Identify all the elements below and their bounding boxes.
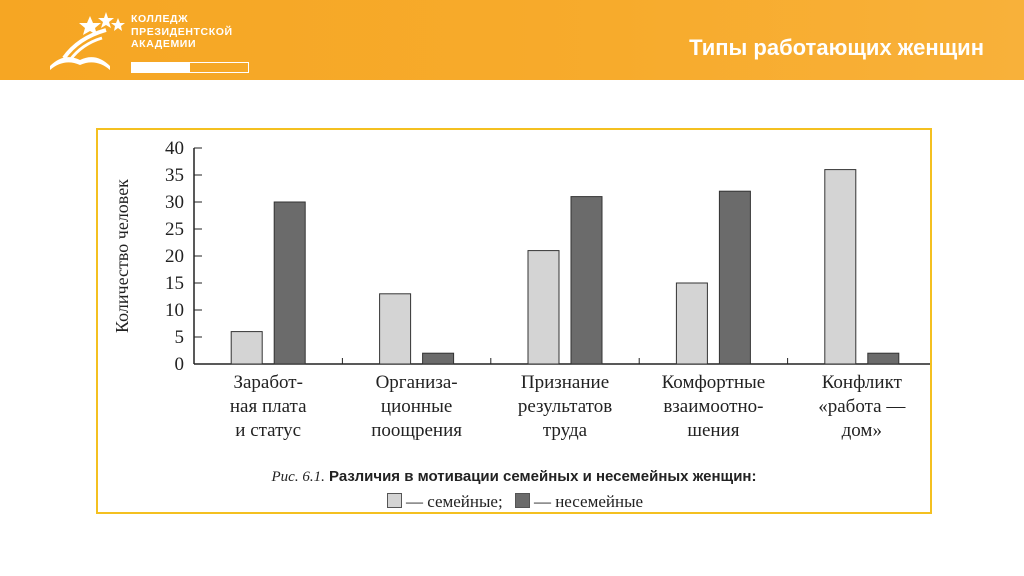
- x-category-label: поощрения: [371, 420, 462, 441]
- y-axis-label: Количество человек: [112, 179, 132, 333]
- x-category-label: результатов: [518, 396, 612, 417]
- logo-text: КОЛЛЕДЖ ПРЕЗИДЕНТСКОЙ АКАДЕМИИ: [131, 13, 233, 51]
- x-category-label: взаимоотно-: [663, 396, 763, 417]
- x-category-label: дом»: [842, 420, 882, 441]
- legend-label-family: — семейные;: [405, 492, 503, 511]
- caption-text: Различия в мотивации семейных и несемейн…: [329, 468, 757, 485]
- x-category-label: «работа —: [818, 396, 906, 417]
- y-tick-label: 35: [165, 165, 184, 186]
- bar-family: [230, 331, 263, 365]
- y-tick-label: 30: [165, 192, 184, 213]
- y-tick-label: 15: [165, 273, 184, 294]
- x-category-label: ционные: [381, 396, 452, 417]
- y-tick-label: 40: [165, 138, 184, 159]
- bar-chart: 0 5 10 15 20 25 30 35 40 Количество человек Зарабо…: [112, 138, 930, 441]
- slide-title: Типы работающих женщин: [689, 35, 984, 60]
- logo-bar: [131, 62, 249, 73]
- y-tick-label: 10: [165, 300, 184, 321]
- x-category-label: труда: [543, 420, 588, 441]
- bar-nonfamily: [718, 190, 751, 365]
- logo-line: ПРЕЗИДЕНТСКОЙ: [131, 25, 233, 38]
- x-category-label: Заработ-: [233, 372, 302, 393]
- bar-nonfamily: [422, 352, 455, 365]
- bar-family: [379, 293, 412, 365]
- caption-prefix: Рис. 6.1.: [271, 469, 325, 485]
- bar-family: [824, 169, 857, 365]
- figure-caption: Рис. 6.1. Различия в мотивации семейных …: [98, 468, 930, 486]
- y-tick-label: 5: [175, 327, 185, 348]
- x-category-label: Организа-: [376, 372, 458, 393]
- y-tick-label: 20: [165, 246, 184, 267]
- x-category-label: Признание: [521, 372, 609, 393]
- logo-line: КОЛЛЕДЖ: [131, 13, 189, 25]
- college-logo-icon: [50, 12, 125, 70]
- logo-bar-left: [132, 63, 190, 72]
- logo-line: АКАДЕМИИ: [131, 38, 197, 50]
- bar-nonfamily: [273, 201, 306, 365]
- figure-frame: 0 5 10 15 20 25 30 35 40 Количество человек Зарабо…: [96, 128, 932, 514]
- bar-family: [675, 282, 708, 365]
- y-tick-label: 0: [175, 354, 185, 375]
- y-tick-label: 25: [165, 219, 184, 240]
- x-category-label: Конфликт: [822, 372, 903, 393]
- x-category-label: Комфортные: [662, 372, 766, 393]
- logo-bar-right: [190, 63, 248, 72]
- chart-legend: — семейные; — несемейные: [98, 492, 930, 512]
- x-category-label: ная плата: [230, 396, 307, 417]
- bar-nonfamily: [867, 352, 900, 365]
- legend-swatch-family: [386, 493, 402, 508]
- x-category-label: и статус: [235, 420, 301, 441]
- legend-swatch-nonfamily: [514, 493, 530, 508]
- header-bar: КОЛЛЕДЖ ПРЕЗИДЕНТСКОЙ АКАДЕМИИ Типы рабо…: [0, 0, 1024, 80]
- x-category-label: шения: [687, 420, 739, 441]
- legend-label-nonfamily: — несемейные: [533, 492, 644, 511]
- bar-nonfamily: [570, 196, 603, 365]
- bar-family: [527, 250, 560, 365]
